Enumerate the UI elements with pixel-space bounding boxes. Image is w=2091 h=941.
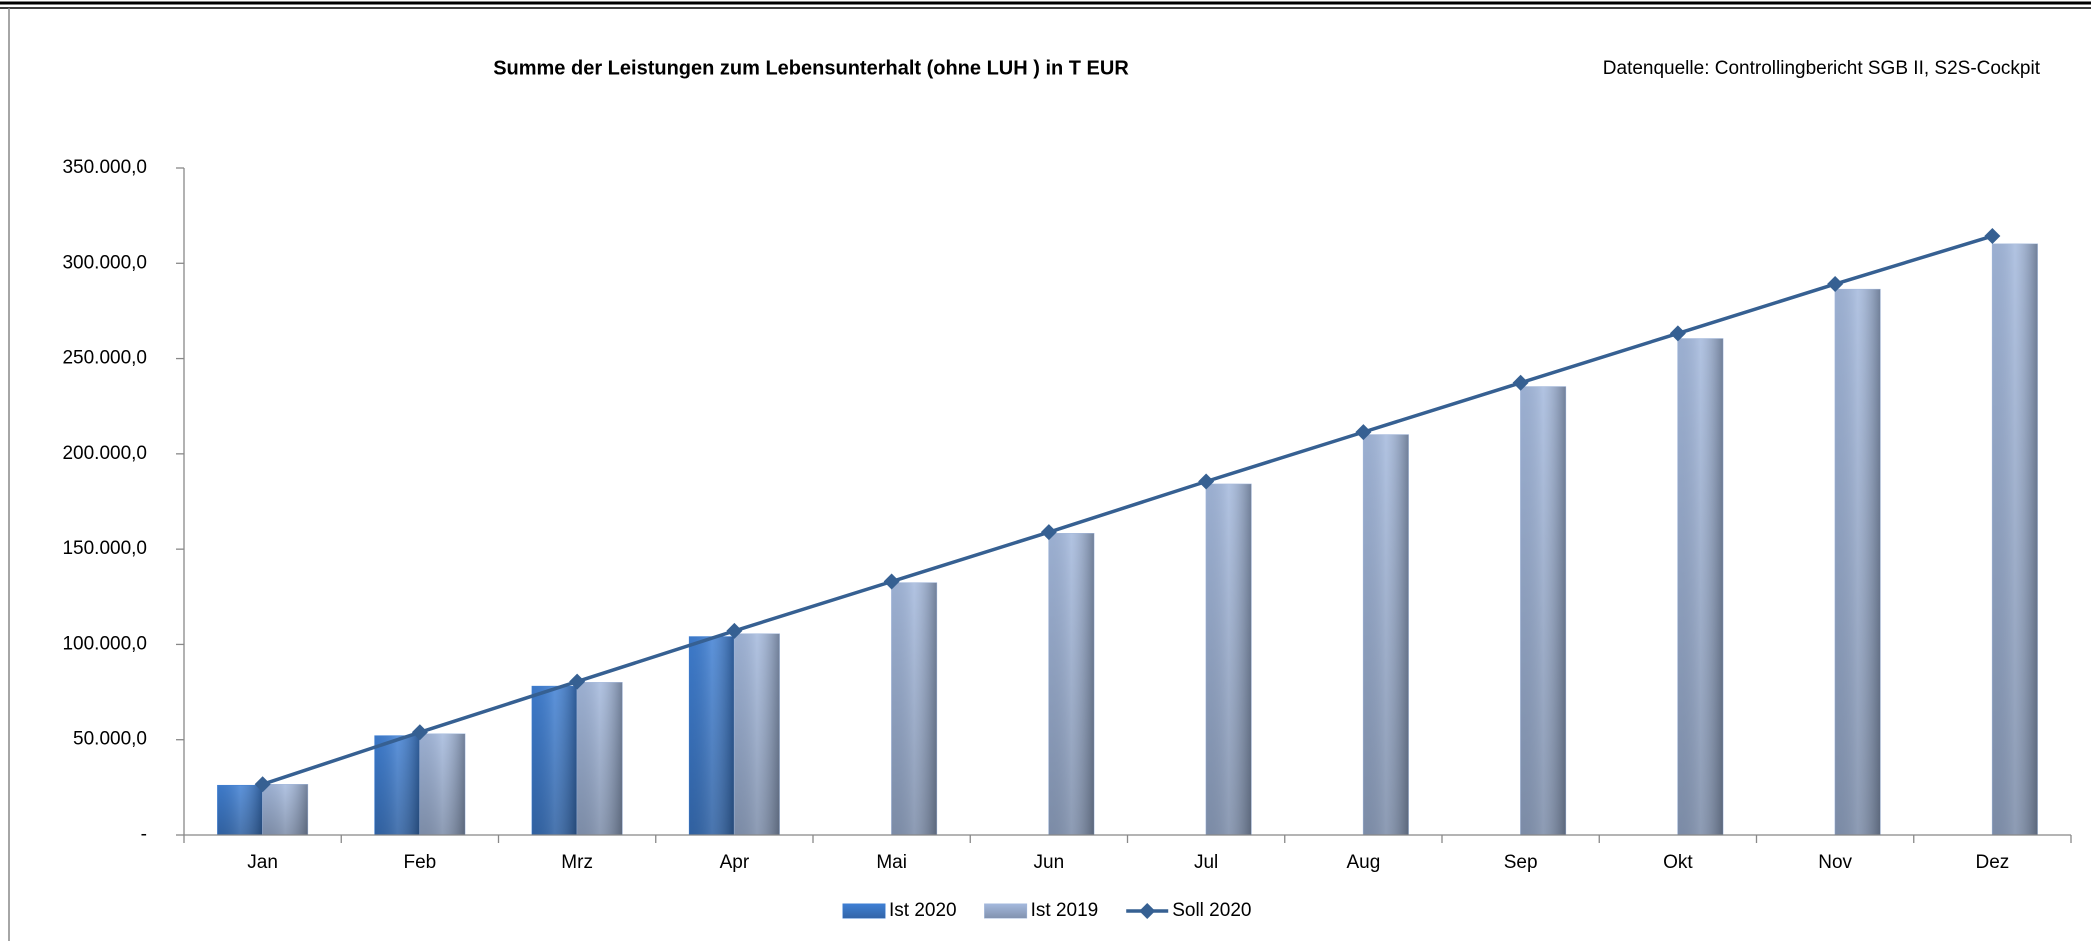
line bbox=[262, 234, 1993, 786]
bar bbox=[688, 636, 735, 836]
y-tick-label: 350.000,0 bbox=[62, 157, 147, 178]
y-tick-label: 200.000,0 bbox=[62, 443, 147, 464]
marker bbox=[1827, 276, 1844, 293]
legend-label: Ist 2020 bbox=[889, 900, 957, 921]
x-tick-label: Sep bbox=[1504, 852, 1538, 873]
source-note: Datenquelle: Controllingbericht SGB II, … bbox=[1603, 58, 2041, 79]
bar bbox=[1834, 288, 1881, 836]
marker bbox=[1040, 524, 1057, 541]
marker bbox=[883, 573, 900, 590]
marker bbox=[569, 673, 586, 690]
bar bbox=[1205, 483, 1252, 836]
x-tick-label: Aug bbox=[1346, 852, 1380, 873]
legend-shade bbox=[984, 904, 1027, 918]
bar bbox=[733, 633, 780, 836]
marker bbox=[1669, 325, 1686, 342]
x-tick-label: Nov bbox=[1818, 852, 1852, 873]
marker bbox=[726, 622, 743, 639]
y-tick-label: 300.000,0 bbox=[62, 252, 147, 273]
x-tick-label: Jan bbox=[247, 852, 278, 873]
bar bbox=[217, 784, 264, 836]
legend-label: Soll 2020 bbox=[1172, 900, 1251, 921]
bar bbox=[531, 685, 578, 836]
marker bbox=[254, 776, 271, 793]
y-tick-label: 150.000,0 bbox=[62, 538, 147, 559]
legend-label: Ist 2019 bbox=[1031, 900, 1099, 921]
legend-shade bbox=[843, 904, 885, 918]
chart-title: Summe der Leistungen zum Lebensunterhalt… bbox=[493, 57, 1129, 79]
bar bbox=[262, 783, 309, 836]
bar bbox=[419, 733, 466, 836]
x-tick-label: Jun bbox=[1034, 852, 1065, 873]
y-tick-label: - bbox=[141, 824, 147, 845]
marker bbox=[1512, 374, 1529, 391]
x-tick-label: Apr bbox=[720, 852, 750, 873]
bar bbox=[1520, 386, 1567, 836]
bar bbox=[1048, 533, 1095, 836]
x-tick-label: Mrz bbox=[561, 852, 593, 873]
x-tick-label: Dez bbox=[1975, 852, 2009, 873]
y-tick-label: 50.000,0 bbox=[73, 729, 147, 750]
x-tick-label: Okt bbox=[1663, 852, 1693, 873]
bar bbox=[374, 735, 421, 836]
marker bbox=[1984, 228, 2001, 245]
y-tick-label: 100.000,0 bbox=[62, 633, 147, 654]
bar bbox=[1362, 434, 1409, 836]
bar bbox=[1991, 243, 2038, 836]
bar bbox=[891, 582, 938, 836]
x-tick-label: Jul bbox=[1194, 852, 1218, 873]
bar bbox=[1677, 338, 1724, 836]
marker bbox=[1198, 473, 1215, 490]
legend-marker bbox=[1139, 903, 1156, 919]
bar bbox=[576, 682, 623, 836]
x-tick-label: Feb bbox=[404, 852, 437, 873]
x-tick-label: Mai bbox=[876, 852, 907, 873]
marker bbox=[411, 724, 428, 741]
marker bbox=[1355, 424, 1372, 441]
y-tick-label: 250.000,0 bbox=[62, 348, 147, 369]
